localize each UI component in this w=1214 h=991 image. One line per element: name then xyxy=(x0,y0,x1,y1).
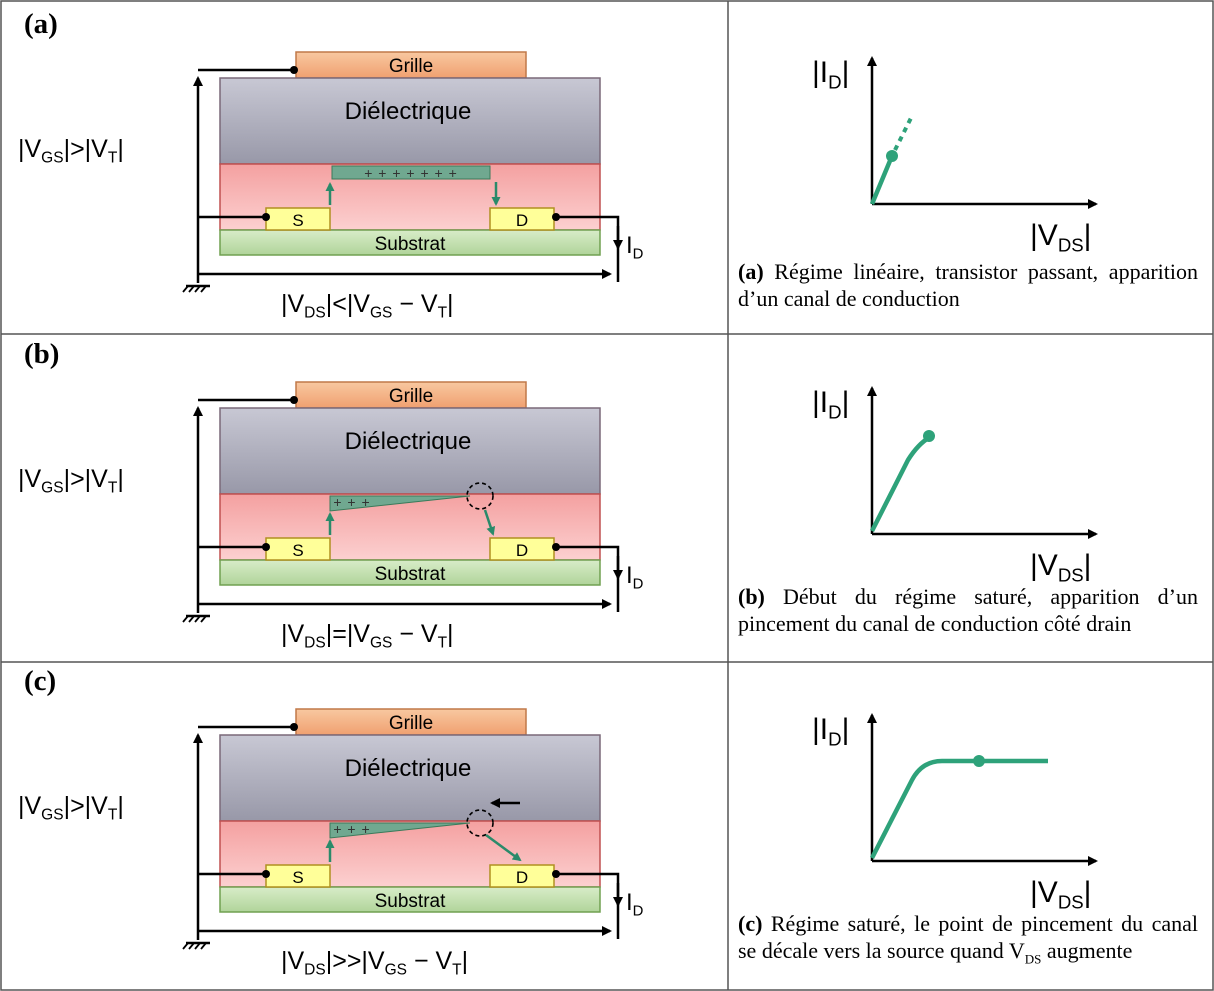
vgs-condition-label: |VGS|>|VT| xyxy=(18,792,124,824)
vds-condition-label: |VDS|=|VGS − VT| xyxy=(281,620,454,652)
vds-condition-label: |VDS|>>|VGS − VT| xyxy=(281,947,468,979)
caption-tag: (c) xyxy=(738,911,763,936)
transistor-row-a: Grille Diélectrique Substrat S D + + + + + + … xyxy=(18,51,1098,322)
drain-arrow xyxy=(483,509,496,536)
source-node xyxy=(262,213,270,221)
ground-icon-hatch xyxy=(200,615,207,623)
graph-x-label: |VDS| xyxy=(1030,219,1091,256)
substrate-label: Substrat xyxy=(375,564,446,585)
dielectric-layer xyxy=(219,77,601,165)
gate-label: Grille xyxy=(389,56,433,77)
dielectric-label: Diélectrique xyxy=(345,428,472,455)
drain-label: D xyxy=(516,211,528,230)
caption-vds: VDS xyxy=(1008,938,1042,967)
substrate-label: Substrat xyxy=(375,891,446,912)
pinch-off-point xyxy=(466,809,494,837)
drain-wire xyxy=(554,215,620,282)
drain-node xyxy=(552,543,560,551)
dielectric-label: Diélectrique xyxy=(345,98,472,125)
pinched-channel xyxy=(329,822,471,839)
drain-current-label: ID xyxy=(626,232,644,262)
dielectric-label: Diélectrique xyxy=(345,755,472,782)
ground-icon-hatch xyxy=(194,285,201,293)
operating-point xyxy=(923,430,935,442)
substrate-layer xyxy=(219,886,601,913)
graph-y-label: |ID| xyxy=(812,56,849,93)
gate-electrode xyxy=(295,708,527,736)
source-node xyxy=(262,543,270,551)
conduction-channel xyxy=(331,165,491,180)
ground-icon-hatch xyxy=(182,285,189,293)
drain-wire xyxy=(554,545,620,612)
vgs-condition-label: |VGS|>|VT| xyxy=(18,135,124,167)
ground-icon-hatch xyxy=(188,615,195,623)
gate-label: Grille xyxy=(389,713,433,734)
ground-icon-hatch xyxy=(194,615,201,623)
substrate-layer xyxy=(219,559,601,586)
row-label: (c) xyxy=(24,665,57,697)
iv-curve-extension xyxy=(893,115,914,151)
ground-icon-hatch xyxy=(188,285,195,293)
dielectric-layer xyxy=(219,734,601,822)
ground-icon-hatch xyxy=(182,615,189,623)
drain-label: D xyxy=(516,868,528,887)
vds-condition-label: |VDS|<|VGS − VT| xyxy=(281,290,454,322)
ground-icon-hatch xyxy=(200,285,207,293)
iv-curve xyxy=(869,758,1048,860)
transistor-row-b: Grille Diélectrique Substrat S D + + + |VGS|>|… xyxy=(18,381,1098,652)
drain-label: D xyxy=(516,541,528,560)
operating-point xyxy=(973,755,985,767)
ground-icon-hatch xyxy=(188,942,195,950)
drain-node xyxy=(552,213,560,221)
gate-node xyxy=(290,66,298,74)
graph-y-label: |ID| xyxy=(812,713,849,750)
iv-curve xyxy=(869,155,895,205)
drain-current-label: ID xyxy=(626,889,644,919)
transistor-row-c: Grille Diélectrique Substrat S D + + + |VGS|>|… xyxy=(18,708,1098,979)
graph-x-label: |VDS| xyxy=(1030,876,1091,913)
source-node xyxy=(262,870,270,878)
graph-caption: (c) Régime saturé, le point de pincement… xyxy=(738,911,1198,967)
operating-point xyxy=(886,150,898,162)
caption-tag: (b) xyxy=(738,584,765,609)
channel-charges: + + + xyxy=(333,821,370,837)
ground-icon-hatch xyxy=(200,942,207,950)
substrate-label: Substrat xyxy=(375,234,446,255)
channel-charges: + + + + + + + xyxy=(364,165,458,181)
graph-y-label: |ID| xyxy=(812,386,849,423)
source-label: S xyxy=(292,211,303,230)
iv-curve xyxy=(869,435,932,533)
ground-icon-hatch xyxy=(182,942,189,950)
gate-label: Grille xyxy=(389,386,433,407)
row-label: (a) xyxy=(24,8,58,40)
drain-node xyxy=(552,870,560,878)
gate-electrode xyxy=(295,51,527,79)
pinch-off-point xyxy=(466,482,494,510)
pinched-channel xyxy=(329,495,471,512)
gate-node xyxy=(290,723,298,731)
dielectric-layer xyxy=(219,407,601,495)
gate-node xyxy=(290,396,298,404)
graph-caption: (b) Début du régime saturé, apparition d… xyxy=(738,584,1198,636)
row-label: (b) xyxy=(24,338,60,370)
gate-electrode xyxy=(295,381,527,409)
drain-current-label: ID xyxy=(626,562,644,592)
graph-caption: (a) Régime linéaire, transistor passant,… xyxy=(738,259,1198,311)
drain-wire xyxy=(554,872,620,939)
channel-charges: + + + xyxy=(333,494,370,510)
substrate-layer xyxy=(219,229,601,256)
graph-x-label: |VDS| xyxy=(1030,549,1091,586)
ground-icon-hatch xyxy=(194,942,201,950)
vgs-condition-label: |VGS|>|VT| xyxy=(18,465,124,497)
caption-tag: (a) xyxy=(738,259,764,284)
source-label: S xyxy=(292,868,303,887)
drain-arrow xyxy=(485,833,522,862)
source-label: S xyxy=(292,541,303,560)
